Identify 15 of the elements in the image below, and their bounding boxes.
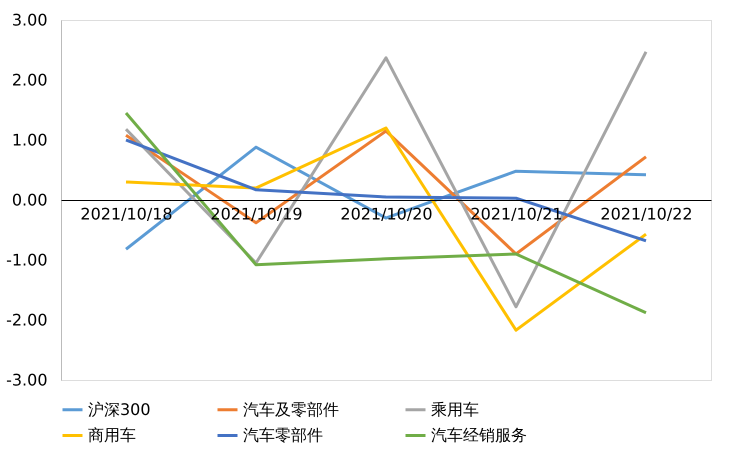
y-tick-label: 3.00 [12,10,48,30]
y-tick-label: -1.00 [6,250,48,270]
y-tick-label: 1.00 [12,130,48,150]
y-tick-label: 0.00 [12,190,48,210]
y-tick-label: -3.00 [6,370,48,390]
legend-label: 沪深300 [88,400,151,419]
x-tick-label: 2021/10/18 [80,204,173,224]
legend-label: 汽车及零部件 [243,400,339,419]
legend-label: 汽车经销服务 [431,426,527,444]
y-tick-label: -2.00 [6,310,48,330]
legend-label: 商用车 [88,426,136,444]
legend-label: 乘用车 [431,400,479,419]
y-tick-label: 2.00 [12,70,48,90]
legend-label: 汽车零部件 [243,426,323,444]
x-tick-label: 2021/10/22 [600,204,693,224]
